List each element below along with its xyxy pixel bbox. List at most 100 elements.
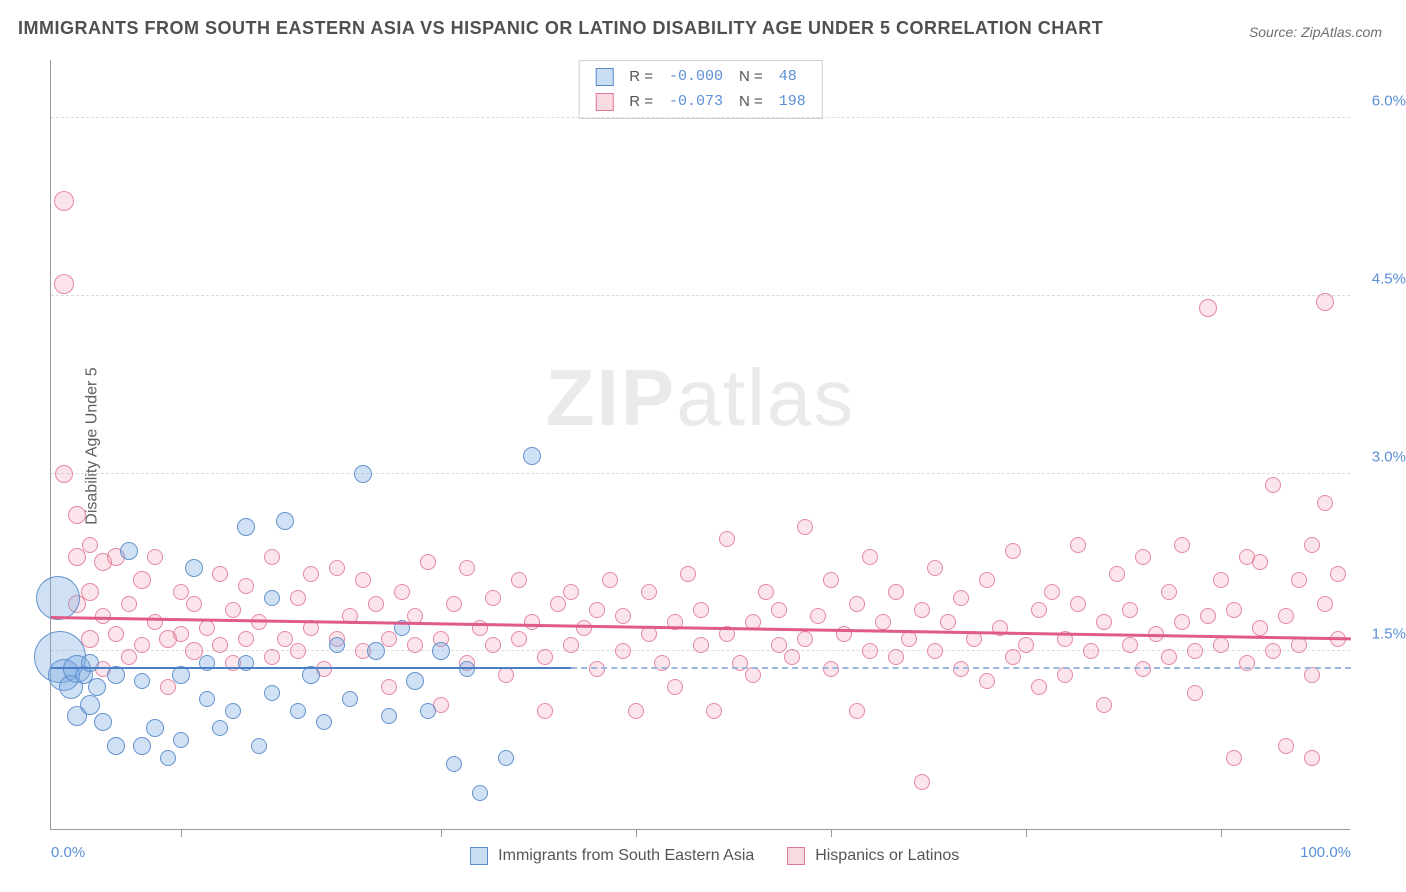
data-point-blue <box>63 655 91 683</box>
data-point-pink <box>537 649 553 665</box>
watermark-bold: ZIP <box>546 353 676 442</box>
data-point-pink <box>641 584 657 600</box>
x-tick-mark <box>636 829 637 837</box>
data-point-pink <box>953 590 969 606</box>
data-point-pink <box>953 661 969 677</box>
data-point-pink <box>1265 643 1281 659</box>
data-point-blue <box>34 631 86 683</box>
n-value-pink: 198 <box>771 90 814 115</box>
x-tick-mark <box>441 829 442 837</box>
data-point-pink <box>797 631 813 647</box>
r-label: R = <box>621 90 661 115</box>
data-point-pink <box>1199 299 1217 317</box>
scatter-plot: ZIPatlas R = -0.000 N = 48 R = -0.073 N … <box>50 60 1350 830</box>
data-point-pink <box>875 614 891 630</box>
data-point-pink <box>316 661 332 677</box>
data-point-pink <box>498 667 514 683</box>
data-point-pink <box>355 643 371 659</box>
data-point-pink <box>1252 620 1268 636</box>
data-point-pink <box>1005 649 1021 665</box>
data-point-pink <box>159 630 177 648</box>
data-point-pink <box>888 649 904 665</box>
data-point-pink <box>1239 549 1255 565</box>
legend-label-pink: Hispanics or Latinos <box>815 847 959 864</box>
data-point-pink <box>1109 566 1125 582</box>
data-point-blue <box>212 720 228 736</box>
data-point-pink <box>394 584 410 600</box>
data-point-pink <box>420 554 436 570</box>
data-point-pink <box>68 595 86 613</box>
data-point-pink <box>758 584 774 600</box>
data-point-pink <box>550 596 566 612</box>
data-point-pink <box>1005 543 1021 559</box>
data-point-pink <box>121 596 137 612</box>
data-point-blue <box>59 675 83 699</box>
data-point-pink <box>329 631 345 647</box>
data-point-pink <box>1070 537 1086 553</box>
data-point-blue <box>185 559 203 577</box>
data-point-pink <box>1135 661 1151 677</box>
data-point-pink <box>524 614 540 630</box>
data-point-pink <box>1226 750 1242 766</box>
data-point-pink <box>706 703 722 719</box>
data-point-pink <box>901 631 917 647</box>
data-point-pink <box>888 584 904 600</box>
data-point-blue <box>173 732 189 748</box>
data-point-blue <box>237 518 255 536</box>
data-point-pink <box>173 626 189 642</box>
data-point-pink <box>862 549 878 565</box>
data-point-pink <box>1304 537 1320 553</box>
data-point-blue <box>406 672 424 690</box>
data-point-pink <box>225 602 241 618</box>
data-point-blue <box>199 691 215 707</box>
data-point-pink <box>1122 602 1138 618</box>
data-point-blue <box>342 691 358 707</box>
data-point-pink <box>1161 649 1177 665</box>
data-point-pink <box>381 631 397 647</box>
data-point-pink <box>823 572 839 588</box>
data-point-pink <box>914 602 930 618</box>
swatch-blue-icon <box>595 68 613 86</box>
data-point-pink <box>927 643 943 659</box>
gridline-h <box>51 117 1350 118</box>
legend-swatch-pink-icon <box>787 847 805 865</box>
data-point-blue <box>367 642 385 660</box>
stats-row-blue: R = -0.000 N = 48 <box>587 65 814 90</box>
data-point-blue <box>523 447 541 465</box>
data-point-pink <box>1135 549 1151 565</box>
data-point-pink <box>186 596 202 612</box>
data-point-blue <box>134 673 150 689</box>
x-tick-mark <box>1026 829 1027 837</box>
data-point-blue <box>432 642 450 660</box>
data-point-blue <box>81 654 99 672</box>
data-point-pink <box>1161 584 1177 600</box>
x-tick-mark <box>1221 829 1222 837</box>
n-value-blue: 48 <box>771 65 814 90</box>
data-point-pink <box>290 643 306 659</box>
data-point-pink <box>680 566 696 582</box>
data-point-pink <box>667 679 683 695</box>
y-tick-label: 1.5% <box>1372 626 1406 643</box>
data-point-pink <box>1200 608 1216 624</box>
data-point-pink <box>784 649 800 665</box>
data-point-pink <box>68 506 86 524</box>
series-legend: Immigrants from South Eastern Asia Hispa… <box>51 847 1350 865</box>
trend-line-blue-dashed <box>571 667 1351 670</box>
data-point-pink <box>1096 614 1112 630</box>
data-point-pink <box>1304 667 1320 683</box>
r-value-pink: -0.073 <box>661 90 731 115</box>
data-point-pink <box>54 191 74 211</box>
data-point-blue <box>264 590 280 606</box>
data-point-pink <box>810 608 826 624</box>
data-point-pink <box>862 643 878 659</box>
data-point-pink <box>927 560 943 576</box>
data-point-pink <box>1057 667 1073 683</box>
data-point-pink <box>368 596 384 612</box>
n-label: N = <box>731 90 771 115</box>
data-point-pink <box>485 590 501 606</box>
data-point-pink <box>563 584 579 600</box>
data-point-pink <box>1044 584 1060 600</box>
data-point-pink <box>823 661 839 677</box>
data-point-pink <box>797 519 813 535</box>
data-point-pink <box>433 631 449 647</box>
